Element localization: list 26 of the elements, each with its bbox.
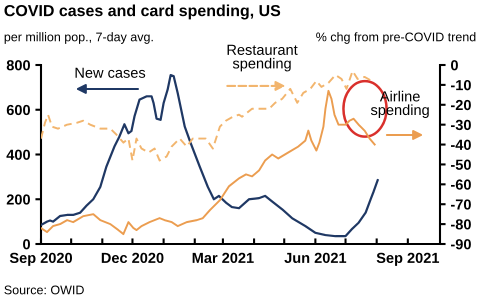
y2-tick-label: -50 [450,160,471,170]
y2-tick-label: -30 [450,120,471,130]
y2-tick-label: -60 [450,179,471,190]
series-label: Restaurant spending [228,44,298,72]
x-tick-label: Mar 2021 [192,252,254,264]
y-tick-label: 0 [23,239,30,250]
y2-axis-title: % chg from pre-COVID trend [316,32,476,44]
x-tick-label: Sep 2020 [10,252,72,266]
y2-tick-label: -90 [450,239,471,250]
x-tick-label: Sep 2021 [376,252,440,266]
y2-tick-label: -20 [450,100,471,110]
y-tick-label: 600 [6,104,30,116]
series-label: New cases [76,68,146,78]
source-note: Source: OWID [4,286,84,294]
y2-tick-label: -80 [450,219,471,230]
y-axis-title: per million pop., 7-day avg. [4,32,153,44]
y2-tick-label: 0 [450,60,458,70]
x-tick-label: Jun 2021 [284,252,346,264]
y2-tick-label: -70 [450,199,471,210]
y-tick-label: 400 [6,150,30,160]
y2-tick-label: -10 [450,80,471,90]
x-tick-label: Dec 2020 [102,252,164,264]
y2-tick-label: -40 [450,140,471,150]
y-tick-label: 200 [6,194,30,205]
chart-title: COVID cases and card spending, US [4,4,280,20]
y-tick-label: 800 [6,60,30,70]
